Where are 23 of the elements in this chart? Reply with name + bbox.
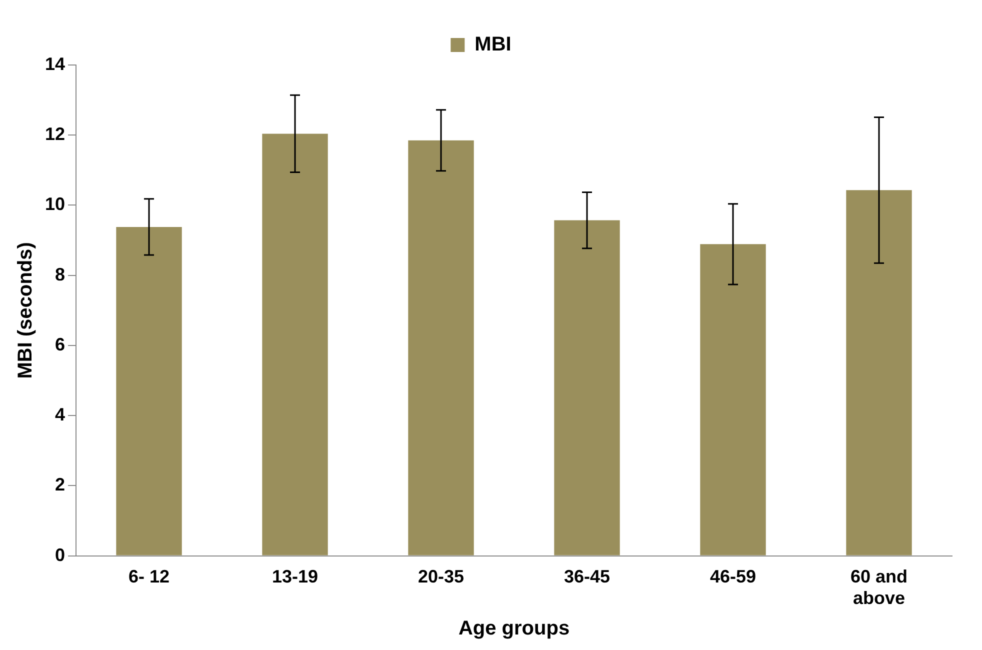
bar (554, 220, 620, 556)
bar (116, 226, 182, 556)
bar (262, 134, 328, 556)
bar (846, 190, 912, 556)
x-tick-label: 36-45 (564, 566, 610, 587)
x-tick-label: 60 and above (850, 566, 908, 608)
x-tick-label: 13-19 (272, 566, 318, 587)
x-axis-title: Age groups (458, 618, 570, 640)
y-tick-label: 2 (55, 474, 66, 495)
y-tick-label: 4 (55, 404, 66, 425)
y-tick-label: 12 (44, 124, 66, 144)
x-tick-label: 6- 12 (128, 566, 170, 587)
y-axis-title: MBI (seconds) (14, 242, 37, 379)
x-tick-label: 46-59 (710, 566, 756, 587)
bar (700, 244, 766, 556)
y-tick-label: 0 (55, 544, 66, 565)
bar (408, 140, 474, 556)
legend-label: MBI (474, 34, 512, 56)
y-tick-label: 14 (44, 54, 66, 74)
y-tick-label: 10 (44, 194, 66, 214)
x-tick-label: 20-35 (418, 566, 464, 587)
y-tick-label: 6 (55, 334, 66, 354)
y-tick-label: 8 (55, 264, 66, 284)
